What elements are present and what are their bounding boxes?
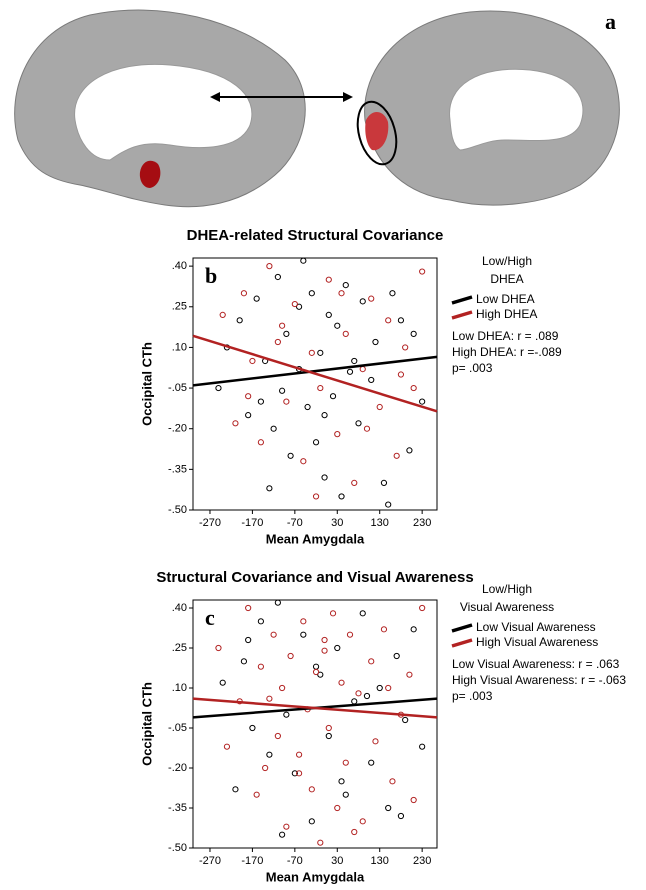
y-tick-label: -.20: [168, 423, 187, 435]
annotation: p= .003: [452, 689, 493, 703]
legend-swatch: [452, 312, 472, 318]
y-tick-label: .10: [172, 341, 187, 353]
y-tick-label: .40: [172, 602, 187, 614]
y-tick-label: .25: [172, 642, 187, 654]
legend-label: Low Visual Awareness: [476, 620, 596, 634]
chart-title: Structural Covariance and Visual Awarene…: [156, 569, 473, 586]
x-tick-label: -270: [199, 517, 221, 529]
x-tick-label: -170: [241, 855, 263, 867]
legend-swatch: [452, 625, 472, 631]
x-axis-label: Mean Amygdala: [266, 531, 365, 546]
y-tick-label: .40: [172, 260, 187, 272]
brain-right-inner: [450, 69, 583, 150]
legend-label: High Visual Awareness: [476, 635, 598, 649]
x-tick-label: -70: [287, 855, 303, 867]
x-tick-label: 130: [371, 855, 389, 867]
y-axis-label: Occipital CTh: [139, 342, 154, 426]
y-tick-label: -.35: [168, 463, 187, 475]
x-tick-label: -70: [287, 517, 303, 529]
y-axis-label: Occipital CTh: [139, 682, 154, 766]
plot-frame: [193, 600, 437, 848]
legend-title: DHEA: [490, 272, 523, 286]
y-tick-label: -.50: [168, 504, 187, 516]
figure: a DHEA-related Structural Covariance b Mea…: [0, 0, 646, 890]
y-tick-label: -.50: [168, 842, 187, 854]
legend-swatch: [452, 297, 472, 303]
annotation: Low DHEA: r = .089: [452, 329, 559, 343]
x-tick-label: 230: [413, 855, 431, 867]
panel-label: a: [605, 9, 616, 34]
y-tick-label: -.20: [168, 762, 187, 774]
legend-title: Low/High: [482, 582, 532, 596]
legend-label: Low DHEA: [476, 292, 535, 306]
x-tick-label: 230: [413, 517, 431, 529]
brain-panel: a: [15, 9, 620, 207]
y-tick-label: -.05: [168, 722, 187, 734]
panel-label: c: [205, 605, 215, 630]
y-tick-label: -.35: [168, 802, 187, 814]
annotation: High DHEA: r =-.089: [452, 345, 562, 359]
chart-title: DHEA-related Structural Covariance: [187, 227, 444, 244]
arrow-head-right: [343, 92, 353, 102]
plot-frame: [193, 258, 437, 510]
x-axis-label: Mean Amygdala: [266, 869, 365, 884]
x-tick-label: -270: [199, 855, 221, 867]
annotation: Low Visual Awareness: r = .063: [452, 657, 620, 671]
legend-title: Low/High: [482, 254, 532, 268]
x-tick-label: -170: [241, 517, 263, 529]
y-tick-label: .10: [172, 682, 187, 694]
annotation: p= .003: [452, 361, 493, 375]
y-tick-label: .25: [172, 301, 187, 313]
legend-title: Visual Awareness: [460, 600, 554, 614]
x-tick-label: 30: [331, 517, 343, 529]
x-tick-label: 130: [371, 517, 389, 529]
legend-label: High DHEA: [476, 307, 537, 321]
y-tick-label: -.05: [168, 382, 187, 394]
x-tick-label: 30: [331, 855, 343, 867]
legend-swatch: [452, 640, 472, 646]
panel-label: b: [205, 263, 217, 288]
annotation: High Visual Awareness: r = -.063: [452, 673, 626, 687]
